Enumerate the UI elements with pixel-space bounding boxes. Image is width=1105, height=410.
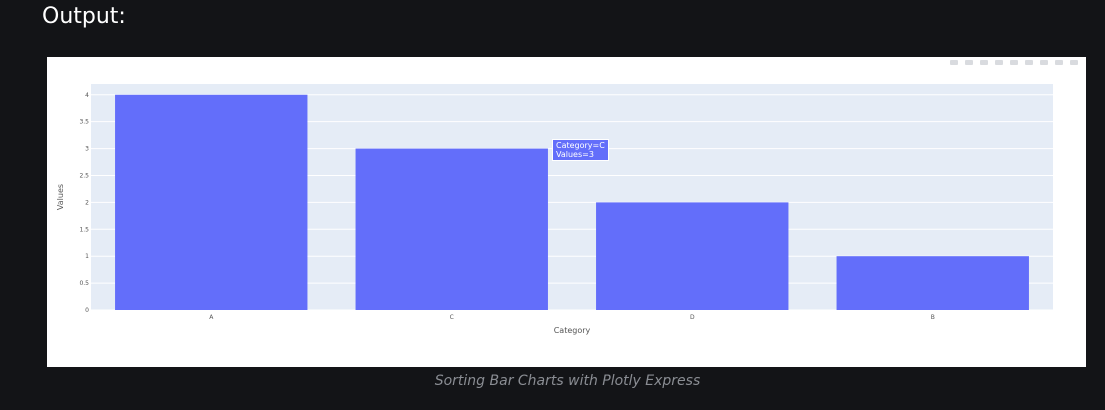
x-tick-label: C <box>450 314 454 321</box>
reset-axes-icon[interactable] <box>1070 59 1078 65</box>
y-tick-label: 0 <box>85 307 89 314</box>
y-axis-title: Values <box>56 184 65 210</box>
y-tick-label: 2.5 <box>79 172 89 179</box>
bar[interactable] <box>596 202 789 310</box>
zoom-in-icon[interactable] <box>1025 59 1033 65</box>
plot-modebar[interactable] <box>950 58 1078 66</box>
x-axis-title: Category <box>554 326 591 335</box>
box-select-icon[interactable] <box>995 59 1003 65</box>
output-heading: Output: <box>42 4 126 29</box>
x-tick-label: B <box>931 314 935 321</box>
bar-chart[interactable]: 0 0.5 1 1.5 2 2.5 3 3.5 4 A C D B Category Values <box>47 57 1086 367</box>
hover-tooltip: Category=C Values=3 <box>552 139 609 161</box>
figure-caption: Sorting Bar Charts with Plotly Express <box>434 373 701 389</box>
y-tick-label: 1.5 <box>79 226 89 233</box>
x-tick-label: D <box>690 314 695 321</box>
plot-container[interactable]: 0 0.5 1 1.5 2 2.5 3 3.5 4 A C D B Category Values Cate… <box>47 57 1086 367</box>
autoscale-icon[interactable] <box>1055 59 1063 65</box>
tooltip-values-text: Values=3 <box>556 150 594 159</box>
bar[interactable] <box>836 256 1029 310</box>
bar[interactable] <box>355 148 548 310</box>
tooltip-category-text: Category=C <box>556 141 605 150</box>
y-tick-label: 1 <box>85 253 89 260</box>
lasso-icon[interactable] <box>1010 59 1018 65</box>
y-tick-label: 3.5 <box>79 119 89 126</box>
pan-icon[interactable] <box>980 59 988 65</box>
bar[interactable] <box>115 94 308 310</box>
y-tick-label: 3 <box>85 146 89 153</box>
x-tick-label: A <box>209 314 214 321</box>
zoom-icon[interactable] <box>965 59 973 65</box>
y-tick-label: 4 <box>85 92 89 99</box>
zoom-out-icon[interactable] <box>1040 59 1048 65</box>
camera-icon[interactable] <box>950 59 958 65</box>
y-tick-label: 0.5 <box>79 280 89 287</box>
y-tick-label: 2 <box>85 199 89 206</box>
